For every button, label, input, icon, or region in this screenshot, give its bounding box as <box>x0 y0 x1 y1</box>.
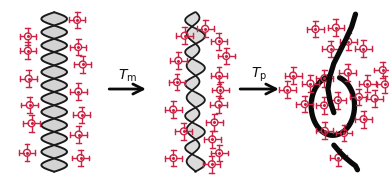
Polygon shape <box>42 119 67 132</box>
Polygon shape <box>187 124 205 140</box>
Polygon shape <box>187 28 205 44</box>
Polygon shape <box>185 76 200 92</box>
Polygon shape <box>42 52 67 65</box>
Polygon shape <box>185 12 200 28</box>
Polygon shape <box>42 26 67 39</box>
Polygon shape <box>185 108 200 124</box>
Polygon shape <box>42 106 67 119</box>
Polygon shape <box>187 156 205 172</box>
Polygon shape <box>187 60 205 76</box>
Polygon shape <box>42 12 67 25</box>
Polygon shape <box>42 132 67 145</box>
Polygon shape <box>42 79 67 92</box>
Polygon shape <box>42 146 67 159</box>
Polygon shape <box>42 66 67 79</box>
Text: $T_{\mathrm{p}}$: $T_{\mathrm{p}}$ <box>251 66 268 84</box>
Polygon shape <box>42 159 67 172</box>
Polygon shape <box>42 92 67 105</box>
Polygon shape <box>185 140 200 156</box>
Polygon shape <box>187 92 205 108</box>
Polygon shape <box>185 44 200 60</box>
Polygon shape <box>42 39 67 52</box>
Text: $T_{\mathrm{m}}$: $T_{\mathrm{m}}$ <box>118 68 137 84</box>
